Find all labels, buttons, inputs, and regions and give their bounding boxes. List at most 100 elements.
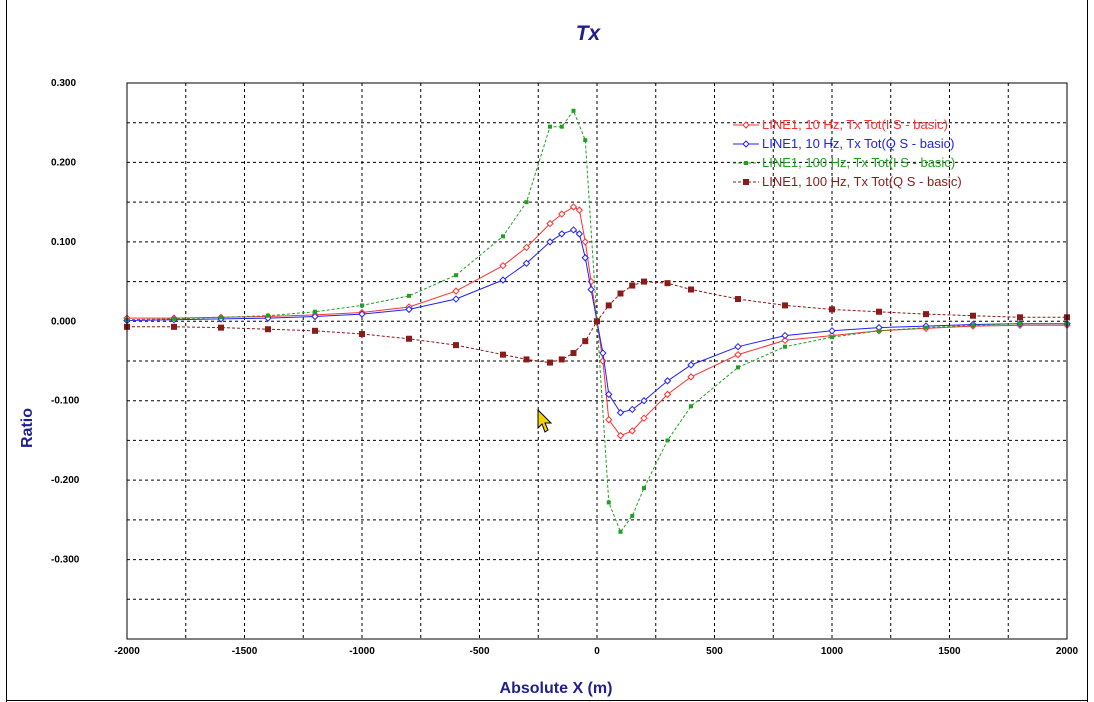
data-point	[734, 350, 742, 359]
data-point	[877, 328, 881, 333]
data-point	[664, 280, 671, 287]
y-tick-label: 0.000	[51, 316, 76, 327]
data-point	[358, 310, 366, 318]
data-point	[265, 326, 271, 333]
data-point	[783, 344, 787, 349]
data-point	[582, 338, 589, 345]
x-tick-label: 0	[594, 646, 600, 657]
data-point	[522, 243, 531, 252]
data-point	[360, 303, 364, 308]
x-tick-label: 1500	[938, 646, 961, 657]
data-point	[640, 414, 648, 422]
data-point	[782, 302, 788, 309]
data-point	[1018, 321, 1022, 326]
data-point	[687, 373, 695, 381]
data-point	[407, 293, 411, 298]
data-point	[546, 238, 554, 246]
data-point	[594, 318, 600, 325]
data-point	[689, 404, 693, 409]
x-axis-label: Absolute X (m)	[500, 680, 613, 697]
data-point	[575, 206, 584, 214]
data-point	[452, 295, 460, 303]
data-point	[453, 342, 459, 349]
data-point	[687, 361, 695, 369]
data-point	[546, 219, 554, 228]
x-tick-label: 500	[706, 646, 723, 657]
data-point	[406, 335, 412, 342]
data-point	[570, 350, 577, 357]
data-point	[742, 140, 750, 148]
series-layer	[123, 108, 1071, 534]
data-point	[923, 311, 929, 318]
data-point	[559, 124, 564, 129]
data-point	[828, 327, 836, 335]
data-point	[500, 351, 506, 358]
x-tick-label: -2000	[114, 646, 140, 657]
data-point	[971, 323, 975, 328]
legend-entry: LINE1, 10 Hz, Tx Tot(Q S - basic)	[733, 136, 954, 151]
grid	[127, 83, 1067, 639]
data-point	[688, 286, 694, 293]
data-point	[630, 513, 635, 518]
data-point	[558, 210, 566, 218]
x-axis-ticks: -2000 -1500 -1000 -500 0 500 1000 1500 2000	[114, 646, 1078, 657]
data-point	[629, 282, 636, 289]
data-point	[605, 302, 612, 309]
data-point	[581, 254, 589, 262]
data-point	[581, 238, 589, 246]
window-border-left	[6, 0, 7, 702]
data-point	[218, 324, 224, 331]
y-axis-ticks: 0.300 0.200 0.100 0.000 -0.100 -0.200 -0.300	[51, 78, 80, 566]
data-point	[618, 529, 623, 534]
data-point	[663, 377, 672, 385]
legend-label: LINE1, 10 Hz, Tx Tot(Q S - basic)	[762, 136, 954, 151]
y-axis-label: Ratio	[19, 408, 36, 448]
data-point	[587, 285, 595, 294]
data-point	[571, 108, 576, 113]
y-tick-label: -0.300	[51, 555, 80, 566]
data-point	[665, 438, 670, 443]
data-point	[454, 273, 458, 278]
data-point	[640, 397, 648, 405]
data-point	[830, 335, 834, 340]
data-point	[1017, 314, 1023, 321]
data-point	[312, 327, 318, 334]
data-point	[924, 325, 928, 330]
data-point	[734, 342, 742, 351]
data-point	[616, 431, 625, 440]
data-point	[628, 405, 636, 414]
data-point	[558, 230, 566, 238]
data-point	[499, 261, 507, 270]
data-point	[736, 365, 740, 370]
data-point	[524, 200, 529, 205]
data-point	[219, 315, 223, 320]
y-tick-label: -0.200	[51, 475, 80, 486]
data-point	[970, 312, 976, 319]
series-line	[126, 229, 1067, 414]
data-point	[171, 323, 177, 330]
y-tick-label: -0.100	[51, 396, 80, 407]
legend-label: LINE1, 100 Hz, Tx Tot(Q S - basic)	[762, 174, 962, 189]
data-point	[583, 138, 588, 143]
x-tick-label: 1000	[821, 646, 844, 657]
x-tick-label: -1000	[349, 646, 375, 657]
data-point	[742, 121, 750, 129]
data-point	[569, 203, 578, 211]
x-tick-label: 2000	[1056, 646, 1079, 657]
data-point	[522, 259, 531, 268]
legend-entry: LINE1, 100 Hz, Tx Tot(I S - basic)	[733, 155, 955, 170]
data-point	[548, 124, 552, 129]
window-border-right	[1087, 0, 1088, 702]
data-point	[606, 500, 611, 505]
data-point	[575, 230, 584, 238]
legend-entry: LINE1, 10 Hz, Tx Tot(I S - basic)	[733, 117, 948, 132]
data-point	[359, 330, 365, 337]
y-tick-label: 0.100	[51, 237, 76, 248]
x-tick-label: -1500	[232, 646, 258, 657]
data-point	[523, 356, 530, 363]
data-point	[617, 290, 624, 297]
legend: LINE1, 10 Hz, Tx Tot(I S - basic) LINE1, …	[733, 117, 962, 189]
data-point	[313, 309, 317, 314]
